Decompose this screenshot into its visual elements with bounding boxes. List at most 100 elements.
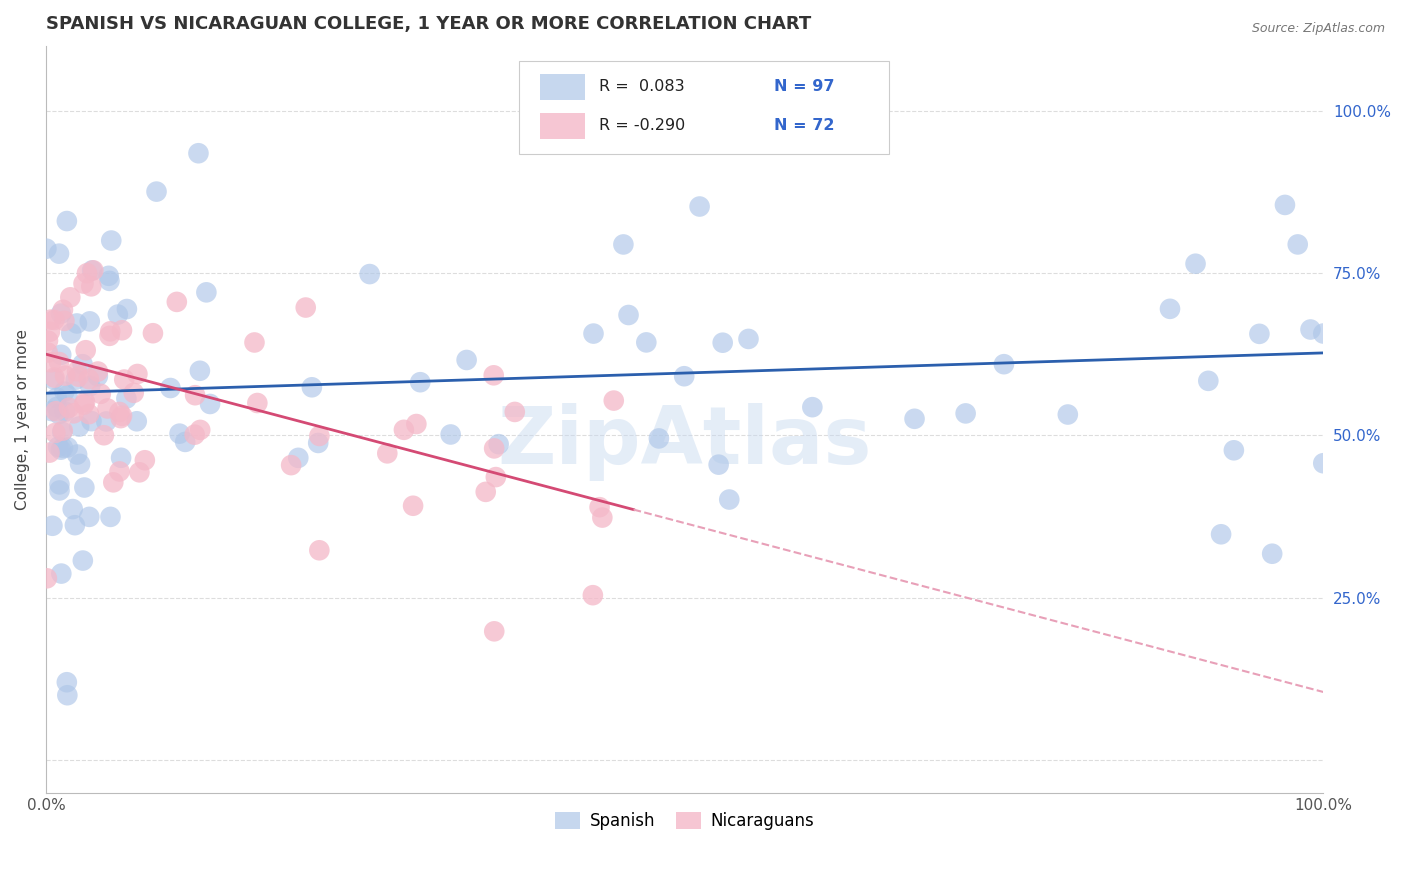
Point [648,432,671,446]
Point [48,407,70,421]
Point [51,425,73,439]
Point [100,234,122,248]
Point [49,442,72,457]
Point [56,214,79,228]
Point [188,364,211,378]
Point [79,314,101,328]
Point [62,406,84,420]
Point [48,246,70,260]
Point [42,372,65,386]
Text: N = 97: N = 97 [775,79,835,95]
Point [591,510,613,524]
Point [198,397,221,411]
Point [35,242,58,256]
Point [59,290,82,304]
Point [484,624,506,639]
Point [405,417,427,431]
Point [174,434,197,449]
Point [582,588,605,602]
Point [308,429,330,443]
Point [56,688,79,702]
Point [97,268,120,283]
Point [107,308,129,322]
Point [41,404,63,418]
Point [707,458,730,472]
Point [636,335,658,350]
Point [76,266,98,280]
Point [166,294,188,309]
Point [122,385,145,400]
Point [246,396,269,410]
Point [243,335,266,350]
Point [48,355,70,369]
Point [87,365,110,379]
Point [111,409,134,423]
Point [58,401,80,415]
Point [75,343,97,358]
Point [80,279,103,293]
Point [56,441,79,455]
Point [38,325,60,339]
Point [612,237,634,252]
Point [865,103,887,118]
Point [142,326,165,341]
Point [294,301,316,315]
Point [183,427,205,442]
Point [187,146,209,161]
Point [98,324,121,338]
Point [482,442,505,456]
Point [44,313,66,327]
Point [169,426,191,441]
Point [456,353,478,368]
Point [903,411,925,425]
Point [1209,527,1232,541]
Point [1312,456,1334,470]
Point [82,263,104,277]
Point [1056,408,1078,422]
Text: ZipAtlas: ZipAtlas [498,402,872,481]
Point [73,481,96,495]
Point [46,440,69,454]
Point [588,500,610,515]
Point [45,404,67,418]
Point [63,518,86,533]
Point [1184,257,1206,271]
Point [482,368,505,383]
Point [110,450,132,465]
Point [409,375,432,389]
Y-axis label: College, 1 year or more: College, 1 year or more [15,328,30,509]
Point [993,357,1015,371]
Point [49,307,72,321]
Point [375,446,398,460]
Point [73,398,96,412]
Point [66,448,89,462]
Point [93,428,115,442]
Point [72,357,94,371]
Point [485,470,508,484]
Point [79,379,101,393]
Point [51,566,73,581]
Point [359,267,381,281]
Point [1299,322,1322,336]
Point [287,450,309,465]
Point [90,387,112,401]
Text: Source: ZipAtlas.com: Source: ZipAtlas.com [1251,22,1385,36]
Point [52,424,75,438]
Point [60,326,83,341]
FancyBboxPatch shape [540,74,585,100]
Point [1223,443,1246,458]
Point [53,314,76,328]
Point [96,414,118,428]
Point [96,401,118,416]
Point [66,364,89,378]
Point [128,466,150,480]
Point [134,453,156,467]
Point [801,400,824,414]
FancyBboxPatch shape [519,61,889,154]
Point [53,384,76,399]
Point [301,380,323,394]
Point [115,301,138,316]
Point [53,368,76,383]
Point [1274,198,1296,212]
Point [308,543,330,558]
